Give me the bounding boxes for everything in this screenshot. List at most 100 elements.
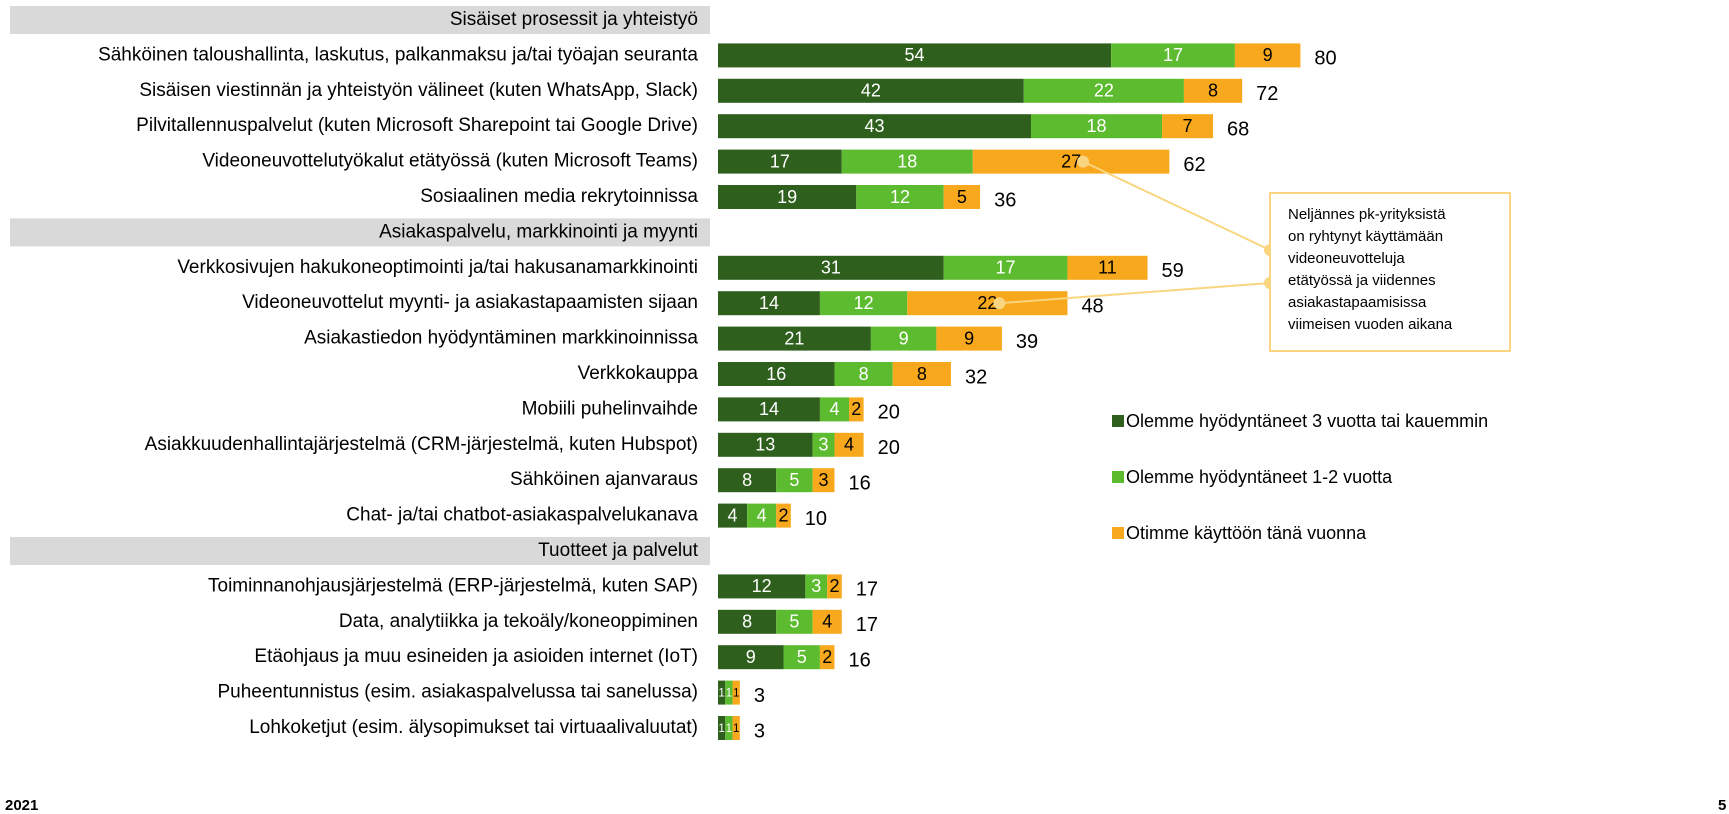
- segment-label: 3: [819, 470, 829, 490]
- bar-segment: [805, 574, 828, 599]
- segment-label: 1: [726, 687, 732, 700]
- bar-segment: [783, 645, 820, 670]
- total-label: 62: [1183, 154, 1205, 176]
- segment-label: 1: [718, 722, 724, 735]
- category-label: Sähköinen taloushallinta, laskutus, palk…: [98, 44, 698, 65]
- segment-label: 16: [766, 364, 786, 384]
- segment-label: 14: [759, 399, 779, 419]
- bar-segment: [718, 645, 784, 670]
- segment-label: 31: [821, 258, 841, 278]
- total-label: 3: [754, 685, 765, 707]
- legend-swatch: [1112, 415, 1124, 427]
- bar-segment: [819, 397, 850, 422]
- bar-segment: [718, 185, 857, 209]
- segment-label: 8: [859, 364, 869, 384]
- segment-label: 12: [890, 187, 910, 207]
- category-label: Asiakkuudenhallintajärjestelmä (CRM-järj…: [145, 434, 698, 455]
- annotation-text: Neljännes pk-yrityksistä: [1288, 206, 1446, 223]
- segment-label: 5: [789, 612, 799, 632]
- annotation-text: asiakastapaamisissa: [1288, 294, 1427, 311]
- bar-segment: [892, 362, 951, 386]
- bar-segment: [1031, 114, 1163, 139]
- total-label: 39: [1016, 331, 1038, 353]
- segment-label: 1: [718, 687, 724, 700]
- segment-label: 8: [917, 364, 927, 384]
- bar-segment: [718, 362, 835, 386]
- section-header: Tuotteet ja palvelut: [538, 540, 699, 561]
- bar-segment: [718, 149, 842, 174]
- bar-segment: [732, 716, 740, 740]
- segment-label: 1: [733, 687, 739, 700]
- bar-segment: [718, 78, 1024, 103]
- segment-label: 2: [822, 647, 832, 667]
- segment-label: 43: [865, 116, 885, 136]
- bar-segment: [812, 468, 835, 493]
- category-label: Etäohjaus ja muu esineiden ja asioiden i…: [254, 646, 698, 667]
- bar-segment: [1111, 43, 1235, 68]
- category-label: Verkkokauppa: [578, 363, 699, 384]
- bar-segment: [1234, 43, 1301, 68]
- footer: 2021: [5, 797, 38, 814]
- total-label: 17: [856, 614, 878, 636]
- total-label: 48: [1081, 295, 1103, 317]
- section-header-bg: [10, 6, 710, 34]
- category-label: Puheentunnistus (esim. asiakaspalvelussa…: [217, 682, 698, 703]
- annotation-text: on ryhtynyt käyttämään: [1288, 228, 1443, 245]
- segment-label: 18: [1087, 116, 1107, 136]
- bar-segment: [718, 609, 777, 634]
- bar-segment: [725, 680, 733, 705]
- segment-label: 5: [957, 187, 967, 207]
- segment-label: 12: [854, 293, 874, 313]
- bar-segment: [718, 574, 806, 599]
- segment-label: 8: [1208, 81, 1218, 101]
- segment-label: 2: [851, 399, 861, 419]
- segment-label: 4: [844, 435, 854, 455]
- bar-segment: [718, 716, 726, 740]
- segment-label: 1: [726, 722, 732, 735]
- segment-label: 22: [977, 293, 997, 313]
- category-label: Pilvitallennuspalvelut (kuten Microsoft …: [136, 115, 698, 136]
- category-label: Sisäisen viestinnän ja yhteistyön väline…: [139, 80, 698, 101]
- segment-label: 2: [779, 505, 789, 525]
- total-label: 10: [805, 508, 827, 530]
- segment-label: 4: [822, 612, 832, 632]
- connector-dot: [993, 297, 1006, 310]
- segment-label: 17: [770, 151, 790, 171]
- total-label: 3: [754, 720, 765, 742]
- segment-label: 4: [728, 505, 738, 525]
- segment-label: 5: [797, 647, 807, 667]
- segment-label: 7: [1183, 116, 1193, 136]
- total-label: 20: [878, 402, 900, 424]
- bar-segment: [1023, 78, 1184, 103]
- segment-label: 21: [784, 328, 804, 348]
- connector: [1082, 160, 1271, 251]
- segment-label: 3: [819, 435, 829, 455]
- bar-segment: [812, 432, 835, 457]
- bar-segment: [776, 503, 791, 528]
- section-header: Asiakaspalvelu, markkinointi ja myynti: [379, 221, 698, 242]
- segment-label: 17: [1163, 45, 1183, 65]
- segment-label: 22: [1094, 81, 1114, 101]
- segment-label: 4: [829, 399, 839, 419]
- section-header-bg: [10, 218, 710, 247]
- segment-label: 17: [996, 258, 1016, 278]
- legend-label: Otimme käyttöön tänä vuonna: [1126, 523, 1367, 543]
- connector: [999, 282, 1271, 305]
- bar-segment: [943, 185, 981, 209]
- category-label: Mobiili puhelinvaihde: [522, 398, 698, 419]
- segment-label: 2: [829, 576, 839, 596]
- bar-segment: [747, 503, 777, 528]
- category-label: Sähköinen ajanvaraus: [510, 469, 698, 490]
- total-label: 59: [1162, 260, 1184, 282]
- total-label: 16: [848, 649, 870, 671]
- bar-segment: [812, 609, 842, 634]
- segment-label: 9: [1263, 45, 1273, 65]
- bar-segment: [907, 291, 1068, 316]
- total-label: 20: [878, 437, 900, 459]
- segment-label: 42: [861, 81, 881, 101]
- category-label: Sosiaalinen media rekrytoinnissa: [420, 186, 698, 207]
- bar-segment: [718, 397, 820, 422]
- bar-segment: [732, 680, 740, 705]
- bar-segment: [725, 716, 733, 740]
